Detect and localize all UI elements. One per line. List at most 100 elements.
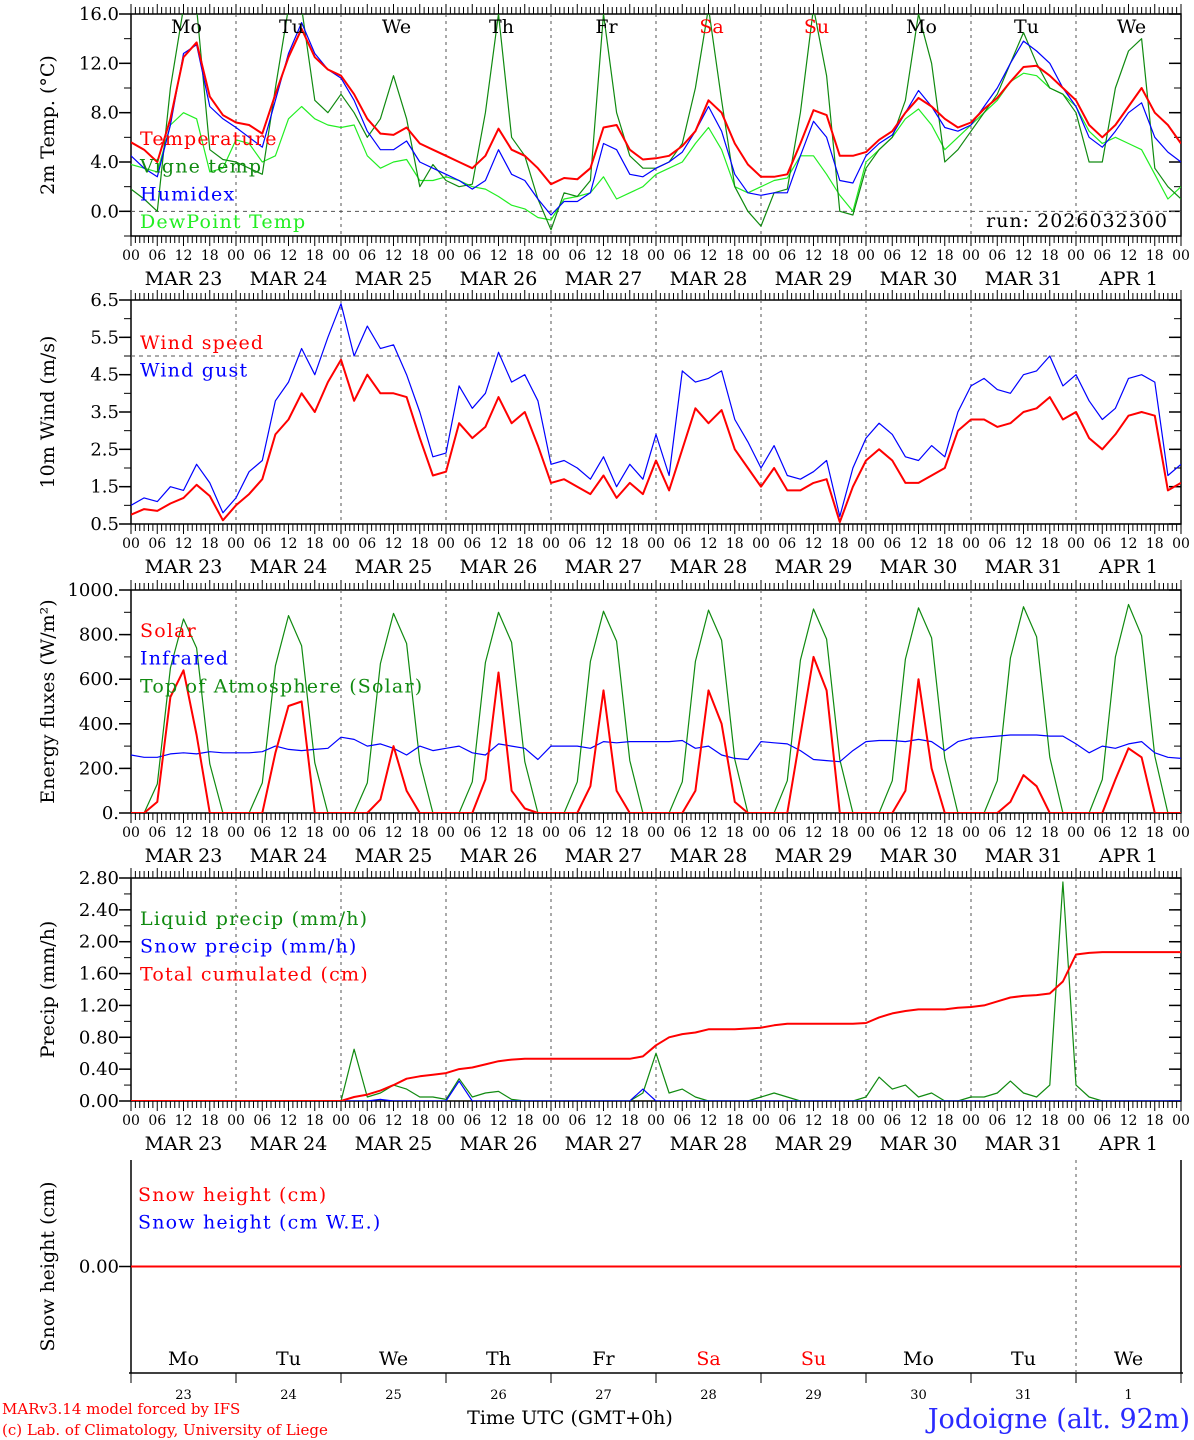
date-label: MAR 26 xyxy=(460,556,538,578)
day-number: 25 xyxy=(385,1388,402,1403)
hour-label: 00 xyxy=(647,825,665,841)
hour-label: 18 xyxy=(1041,248,1059,264)
y-axis-label: Snow height (cm) xyxy=(37,1181,59,1351)
hour-label: 00 xyxy=(752,536,770,552)
date-label: MAR 23 xyxy=(145,556,223,578)
hour-label: 00 xyxy=(752,248,770,264)
date-label: MAR 26 xyxy=(460,1133,538,1155)
hour-label: 18 xyxy=(1146,248,1164,264)
series-line-snow-precip-mm-h- xyxy=(131,1080,1181,1101)
hour-label: 18 xyxy=(621,825,639,841)
hour-label: 00 xyxy=(1067,248,1085,264)
date-label: MAR 29 xyxy=(775,556,853,578)
day-number: 1 xyxy=(1124,1388,1132,1403)
hour-label: 00 xyxy=(437,825,455,841)
hour-label: 06 xyxy=(568,825,586,841)
hour-label: 12 xyxy=(280,248,298,264)
lab-credit: (c) Lab. of Climatology, University of L… xyxy=(2,1421,328,1439)
hour-label: 06 xyxy=(778,1113,796,1129)
hour-label: 12 xyxy=(175,248,193,264)
hour-label: 18 xyxy=(306,536,324,552)
day-number: 28 xyxy=(700,1388,717,1403)
legend-entry: Wind speed xyxy=(140,332,264,354)
hour-label: 12 xyxy=(805,1113,823,1129)
weekday-label: Sa xyxy=(699,16,723,38)
hour-label: 06 xyxy=(988,536,1006,552)
hour-label: 18 xyxy=(936,1113,954,1129)
hour-label: 12 xyxy=(280,825,298,841)
hour-label: 06 xyxy=(673,248,691,264)
date-label: MAR 29 xyxy=(775,268,853,290)
hour-label: 18 xyxy=(201,248,219,264)
day-number: 30 xyxy=(910,1388,927,1403)
y-tick-label: 1.60 xyxy=(79,964,119,985)
hour-label: 06 xyxy=(358,536,376,552)
weekday-label: Tu xyxy=(276,1348,301,1370)
hour-label: 18 xyxy=(831,1113,849,1129)
weekday-label: Su xyxy=(801,1348,826,1370)
date-label: MAR 23 xyxy=(145,845,223,867)
hour-label: 00 xyxy=(437,536,455,552)
hour-label: 18 xyxy=(936,248,954,264)
legend-entry: Total cumulated (cm) xyxy=(140,963,369,985)
legend-entry: Solar xyxy=(140,620,197,642)
y-tick-label: 1.20 xyxy=(79,995,119,1016)
date-label: MAR 30 xyxy=(880,845,958,867)
hour-label: 00 xyxy=(857,1113,875,1129)
day-number: 31 xyxy=(1015,1388,1032,1403)
weekday-label: We xyxy=(1117,16,1146,38)
hour-label: 12 xyxy=(280,536,298,552)
hour-label: 12 xyxy=(385,1113,403,1129)
hour-label: 12 xyxy=(805,248,823,264)
hour-label: 12 xyxy=(700,536,718,552)
y-tick-label: 0.00 xyxy=(79,1257,119,1278)
y-tick-label: 2.80 xyxy=(79,868,119,889)
y-tick-label: 4.5 xyxy=(90,365,119,386)
date-label: APR 1 xyxy=(1098,1133,1158,1155)
day-number: 24 xyxy=(280,1388,297,1403)
hour-label: 00 xyxy=(857,248,875,264)
hour-label: 00 xyxy=(332,536,350,552)
hour-label: 18 xyxy=(831,248,849,264)
weekday-label: Su xyxy=(804,16,829,38)
hour-label: 18 xyxy=(411,536,429,552)
hour-label: 12 xyxy=(1120,825,1138,841)
hour-label: 12 xyxy=(175,1113,193,1129)
series-line-wind-speed xyxy=(131,358,1181,524)
date-label: MAR 24 xyxy=(250,268,328,290)
model-credit: MARv3.14 model forced by IFS xyxy=(2,1400,240,1418)
hour-label: 12 xyxy=(910,825,928,841)
legend-entry: DewPoint Temp xyxy=(140,211,306,233)
hour-label: 06 xyxy=(673,536,691,552)
legend-entry: Snow height (cm W.E.) xyxy=(138,1212,382,1234)
hour-label: 18 xyxy=(1146,1113,1164,1129)
hour-label: 06 xyxy=(148,248,166,264)
hour-label: 18 xyxy=(306,825,324,841)
weekday-label: Sa xyxy=(696,1348,720,1370)
hour-label: 00 xyxy=(752,825,770,841)
hour-label: 18 xyxy=(726,536,744,552)
date-label: MAR 29 xyxy=(775,1133,853,1155)
station-name: Jodoigne (alt. 92m) xyxy=(925,1404,1190,1435)
y-tick-label: 600. xyxy=(79,669,119,690)
hour-label: 00 xyxy=(962,1113,980,1129)
weekday-label: Mo xyxy=(171,16,202,38)
hour-label: 00 xyxy=(542,825,560,841)
hour-label: 06 xyxy=(463,825,481,841)
hour-label: 18 xyxy=(726,825,744,841)
date-label: MAR 30 xyxy=(880,1133,958,1155)
hour-label: 00 xyxy=(227,248,245,264)
hour-label: 18 xyxy=(831,536,849,552)
weekday-label: Tu xyxy=(279,16,304,38)
y-axis-label: Precip (mm/h) xyxy=(37,921,59,1059)
hour-label: 06 xyxy=(988,248,1006,264)
date-label: MAR 28 xyxy=(670,556,748,578)
hour-label: 00 xyxy=(962,825,980,841)
y-tick-label: 1000. xyxy=(67,580,119,601)
date-label: MAR 23 xyxy=(145,268,223,290)
y-tick-label: 16.0 xyxy=(79,4,119,25)
y-tick-label: 5.5 xyxy=(90,327,119,348)
legend-entry: Wind gust xyxy=(140,360,248,382)
hour-label: 00 xyxy=(227,536,245,552)
